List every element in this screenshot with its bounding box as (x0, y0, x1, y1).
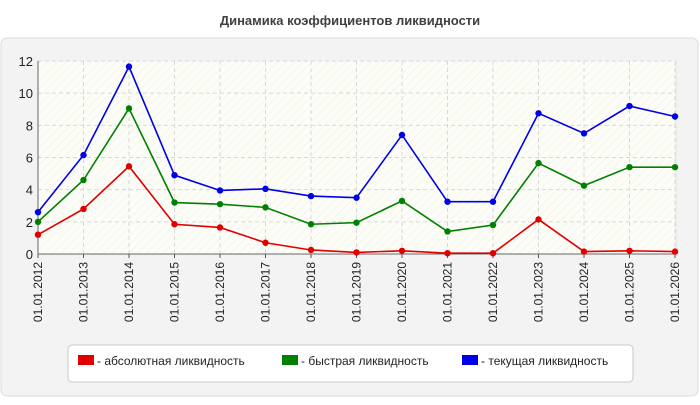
series-group (34, 63, 679, 257)
data-point (125, 163, 133, 170)
data-point (626, 247, 633, 254)
data-point (307, 221, 315, 228)
data-point (489, 198, 497, 205)
legend-label: - абсолютная ликвидность (97, 354, 245, 368)
x-tick-label: 01.01.2018 (304, 262, 318, 322)
x-tick-label: 01.01.2016 (213, 262, 227, 322)
x-tick-label: 01.01.2017 (259, 262, 273, 322)
data-point (671, 113, 679, 120)
data-point (216, 187, 224, 194)
x-tick-label: 01.01.2026 (668, 262, 682, 322)
data-point (125, 105, 133, 112)
data-point (398, 131, 406, 139)
data-point (489, 221, 497, 229)
x-tick-label: 01.01.2019 (350, 262, 364, 322)
data-point (307, 192, 315, 200)
legend-swatch (282, 355, 298, 365)
data-point (626, 102, 633, 110)
grid-lines (38, 60, 676, 254)
x-tick-label: 01.01.2025 (623, 262, 637, 322)
data-point (535, 159, 542, 167)
data-point (216, 200, 224, 208)
data-point (580, 248, 588, 255)
data-point (580, 130, 588, 137)
data-point (262, 239, 269, 246)
data-point (398, 247, 406, 254)
data-point (535, 216, 542, 223)
legend-box (67, 344, 634, 383)
y-tick-label: 2 (26, 215, 33, 230)
data-point (626, 163, 633, 171)
x-tick-label: 01.01.2021 (441, 262, 455, 322)
data-point (80, 176, 87, 184)
legend-label: - текущая ликвидность (481, 354, 608, 368)
y-tick-label: 10 (19, 86, 33, 101)
x-tick-label: 01.01.2023 (532, 262, 546, 322)
data-point (535, 110, 542, 117)
y-tick-label: 4 (26, 183, 33, 198)
data-point (353, 249, 360, 256)
x-tick-label: 01.01.2022 (486, 262, 500, 322)
x-tick-label: 01.01.2020 (395, 262, 409, 322)
x-tick-label: 01.01.2015 (168, 262, 182, 322)
x-tick-label: 01.01.2024 (577, 262, 591, 322)
data-point (444, 249, 451, 257)
data-point (580, 182, 588, 189)
y-tick-label: 8 (26, 118, 33, 133)
y-tick-label: 6 (26, 151, 33, 166)
y-tick-label: 12 (19, 54, 33, 69)
chart-title: Динамика коэффициентов ликвидности (220, 13, 480, 28)
x-tick-label: 01.01.2014 (122, 262, 136, 322)
legend-swatch (462, 355, 478, 365)
tick-labels: 0 2 4 6 8 10 12 01.01.2012 01.01.2013 01.01.2014 0… (19, 54, 682, 322)
data-point (489, 249, 497, 257)
data-point (444, 228, 451, 235)
data-point (171, 171, 178, 179)
data-point (353, 194, 360, 201)
data-point (444, 198, 451, 205)
data-point (398, 197, 406, 205)
legend-swatch (78, 355, 94, 365)
data-point (171, 199, 178, 206)
data-point (262, 204, 269, 211)
data-point (307, 246, 315, 254)
y-tick-label: 0 (26, 247, 33, 262)
data-point (671, 248, 679, 255)
data-point (34, 218, 42, 226)
legend: - абсолютная ликвидность - быстрая ликвид… (67, 344, 634, 383)
data-point (353, 219, 360, 226)
data-point (80, 151, 87, 159)
data-point (171, 221, 178, 228)
legend-label: - быстрая ликвидность (301, 354, 429, 368)
x-tick-label: 01.01.2012 (31, 262, 45, 322)
data-point (125, 63, 133, 70)
x-tick-label: 01.01.2013 (77, 262, 91, 322)
data-point (216, 224, 224, 231)
data-point (262, 185, 269, 193)
data-point (671, 163, 679, 171)
data-point (80, 205, 87, 213)
data-point (34, 231, 42, 238)
data-point (34, 208, 42, 216)
